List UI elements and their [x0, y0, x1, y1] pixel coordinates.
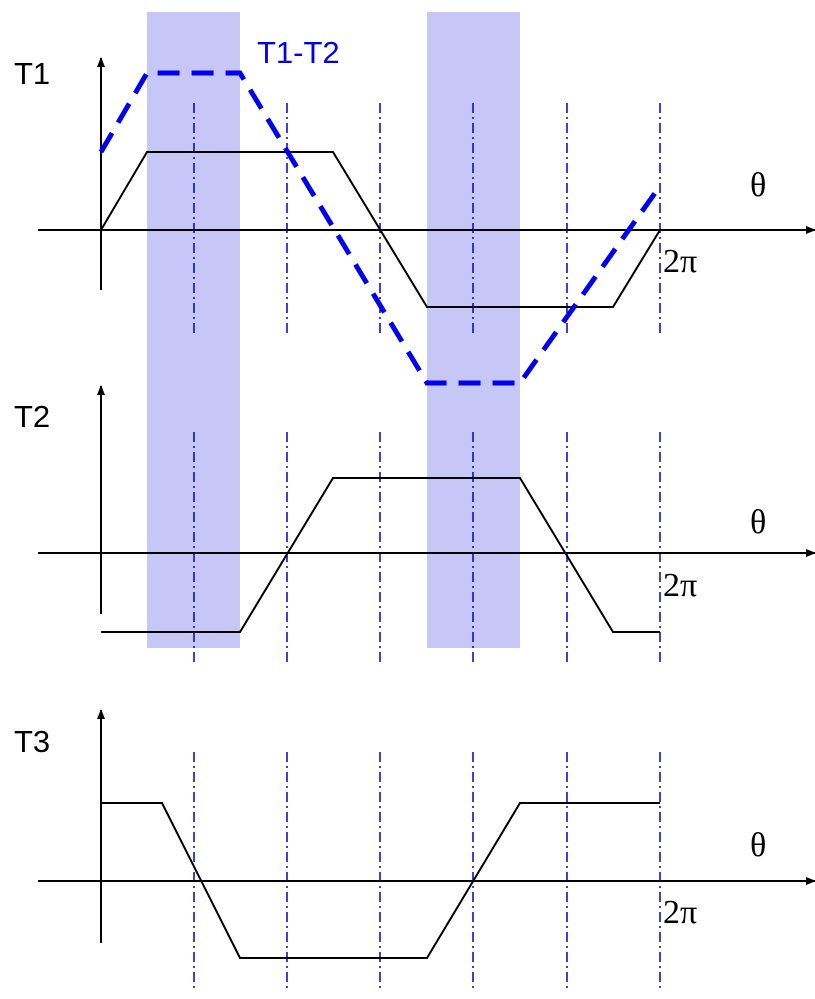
panel1-two-pi-label: 2π	[663, 243, 697, 280]
panel3-two-pi-label: 2π	[663, 894, 697, 931]
t2-waveform	[101, 477, 660, 633]
t2-axis-label: T2	[14, 399, 50, 434]
t1-minus-t2-curve	[98, 70, 663, 386]
axes	[38, 57, 815, 943]
t1-waveform	[100, 151, 661, 308]
t3-waveform	[101, 802, 660, 959]
panel2-theta-label: θ	[750, 504, 766, 541]
panel3-theta-label: θ	[750, 827, 766, 864]
t1-axis-label: T1	[14, 56, 50, 91]
panel2-two-pi-label: 2π	[663, 567, 697, 604]
divider-lines	[193, 103, 661, 988]
panel1-theta-label: θ	[750, 167, 766, 204]
t3-axis-label: T3	[14, 724, 50, 759]
t1-t2-curve-label: T1-T2	[257, 35, 340, 70]
